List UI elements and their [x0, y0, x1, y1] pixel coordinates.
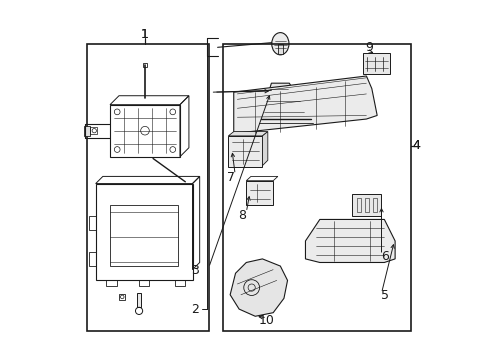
Bar — [356, 198, 361, 212]
Text: 3: 3 — [191, 264, 199, 277]
Text: 4: 4 — [411, 139, 419, 152]
Ellipse shape — [271, 33, 288, 55]
Bar — [372, 198, 376, 212]
Polygon shape — [246, 181, 273, 205]
Bar — [223, 44, 410, 330]
Bar — [278, 44, 282, 54]
Text: 5: 5 — [381, 289, 388, 302]
Text: 7: 7 — [226, 171, 234, 184]
Bar — [142, 63, 146, 67]
Polygon shape — [230, 259, 287, 316]
Polygon shape — [228, 132, 267, 136]
Bar — [137, 293, 141, 307]
Text: 4: 4 — [411, 139, 419, 152]
Bar — [119, 294, 125, 300]
Text: 10: 10 — [259, 314, 274, 327]
Text: 2: 2 — [191, 303, 199, 316]
Text: 8: 8 — [238, 209, 246, 222]
Text: 1: 1 — [141, 28, 148, 41]
Polygon shape — [351, 194, 381, 216]
Polygon shape — [228, 136, 262, 167]
Bar — [86, 44, 208, 330]
Bar — [84, 126, 89, 136]
Bar — [362, 53, 389, 74]
Polygon shape — [262, 132, 267, 166]
Polygon shape — [260, 83, 310, 119]
Text: 1: 1 — [141, 28, 148, 41]
Bar — [364, 198, 368, 212]
Text: 6: 6 — [381, 250, 388, 263]
Text: 9: 9 — [365, 41, 373, 54]
Polygon shape — [233, 76, 376, 134]
Bar — [89, 127, 97, 134]
Polygon shape — [305, 220, 394, 262]
